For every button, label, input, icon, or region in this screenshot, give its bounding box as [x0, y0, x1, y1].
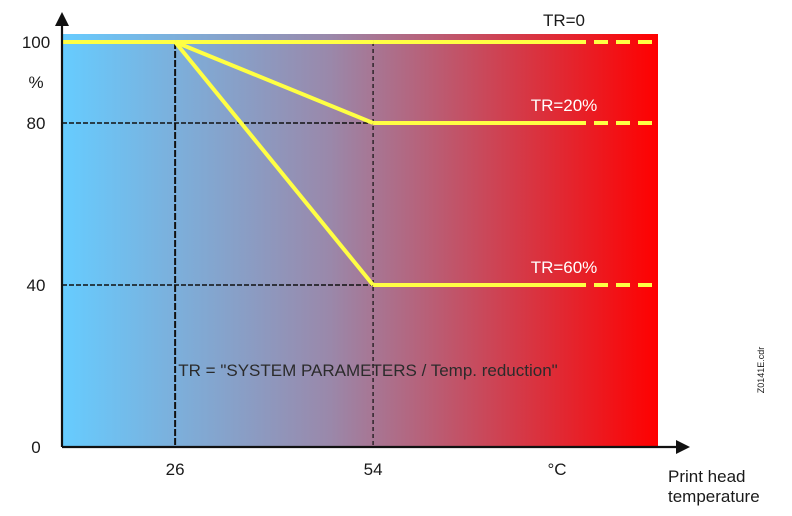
series-1-segment	[174, 40, 374, 125]
gridlines	[62, 42, 374, 447]
series-label-1: TR=20%	[531, 96, 598, 115]
y-tick-label-80: 80	[27, 114, 46, 133]
drawing-code-label: Z0141E.cdr	[756, 347, 766, 394]
y-axis-arrow	[55, 12, 69, 26]
series-label-0: TR=0	[543, 11, 585, 30]
x-axis-title-line2: temperature	[668, 487, 760, 506]
y-tick-label-100: 100	[22, 33, 50, 52]
tr-annotation: TR = "SYSTEM PARAMETERS / Temp. reductio…	[178, 361, 557, 380]
y-unit-label: %	[28, 73, 43, 92]
series-2	[62, 40, 658, 287]
x-axis-title-line1: Print head	[668, 467, 746, 486]
tick-labels: 0 40 80 100 26 54	[22, 33, 383, 479]
plot-background	[62, 34, 658, 447]
x-axis-arrow	[676, 440, 690, 454]
x-unit-label: °C	[547, 460, 566, 479]
x-tick-label-26: 26	[166, 460, 185, 479]
series-label-2: TR=60%	[531, 258, 598, 277]
x-tick-label-54: 54	[364, 460, 383, 479]
y-tick-label-40: 40	[27, 276, 46, 295]
series-2-segment	[173, 40, 375, 287]
series-labels: TR=0 TR=20% TR=60%	[531, 11, 598, 277]
y-tick-label-0: 0	[31, 438, 40, 457]
series-layer	[62, 40, 658, 287]
